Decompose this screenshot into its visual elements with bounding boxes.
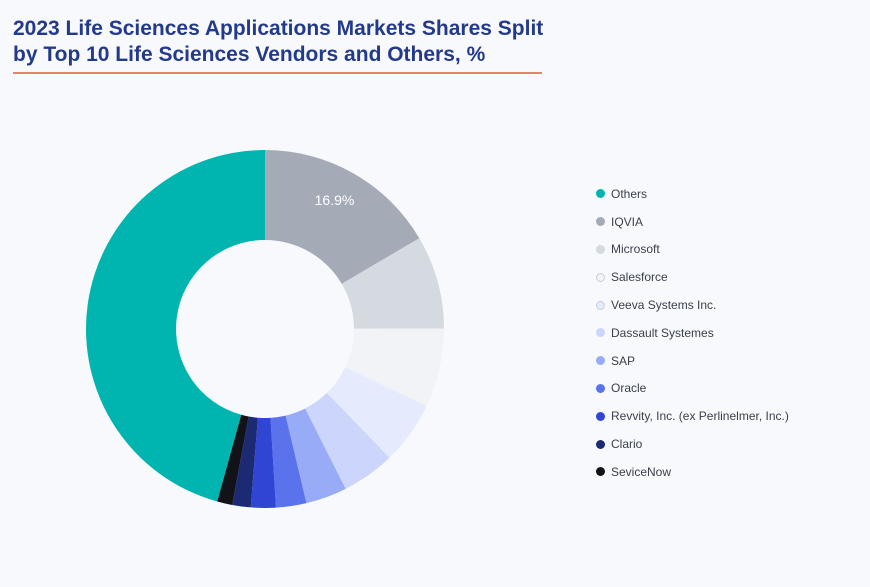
legend-label: Salesforce [611,270,668,285]
legend-label: Oracle [611,381,647,396]
title-underline [13,72,542,74]
slice-dassault-systemes[interactable] [305,392,390,489]
legend-item-others[interactable]: Others [596,180,789,208]
legend-item-salesforce[interactable]: Salesforce [596,263,789,291]
slice-revvity-inc-ex-perlinelmer-inc[interactable] [250,417,276,509]
donut-slices [86,150,444,509]
legend-swatch [596,383,605,393]
legend-swatch [596,300,605,310]
legend-swatch [596,411,605,421]
chart-title: 2023 Life Sciences Applications Markets … [13,17,544,66]
slice-oracle[interactable] [270,415,307,508]
legend-label: SeviceNow [611,464,672,479]
slice-salesforce[interactable] [345,328,444,407]
legend-swatch [596,439,605,449]
legend-item-oracle[interactable]: Oracle [596,375,789,403]
legend-label: Clario [611,437,643,452]
legend-swatch [596,272,605,282]
slice-microsoft[interactable] [341,238,444,329]
legend-swatch [596,328,605,338]
legend-swatch [596,467,605,477]
donut-chart: 16.9% [86,150,444,509]
donut-value-labels: 16.9% [315,192,355,208]
value-label-iqvia: 16.9% [315,192,355,208]
slice-sevicenow[interactable] [217,414,249,505]
legend-item-sevicenow[interactable]: SeviceNow [596,458,789,486]
legend-label: Revvity, Inc. (ex Perlinelmer, Inc.) [611,409,789,424]
slice-sap[interactable] [285,408,346,504]
chart-legend: Others IQVIA Microsoft Salesforce Veeva Syst… [596,180,789,486]
slice-veeva-systems-inc[interactable] [326,367,427,458]
legend-label: IQVIA [611,214,644,229]
legend-item-sap[interactable]: SAP [596,347,789,375]
legend-label: Microsoft [611,242,660,257]
legend-swatch [596,356,605,366]
legend-label: Veeva Systems Inc. [611,298,717,313]
legend-swatch [596,189,605,199]
legend-label: SAP [611,353,636,368]
legend-swatch [596,217,605,227]
legend-item-microsoft[interactable]: Microsoft [596,236,789,264]
legend-item-dassault-systemes[interactable]: Dassault Systemes [596,319,789,347]
legend-item-iqvia[interactable]: IQVIA [596,208,789,236]
slice-clario[interactable] [232,416,258,508]
legend-label: Dassault Systemes [611,325,714,340]
legend-item-veeva-systems-inc[interactable]: Veeva Systems Inc. [596,291,789,319]
slice-others[interactable] [86,150,266,502]
legend-item-clario[interactable]: Clario [596,430,789,458]
legend-label: Others [611,186,648,201]
legend-swatch [596,244,605,254]
legend-item-revvity-inc-ex-perlinelmer-inc[interactable]: Revvity, Inc. (ex Perlinelmer, Inc.) [596,402,789,430]
slice-iqvia[interactable] [265,150,420,284]
